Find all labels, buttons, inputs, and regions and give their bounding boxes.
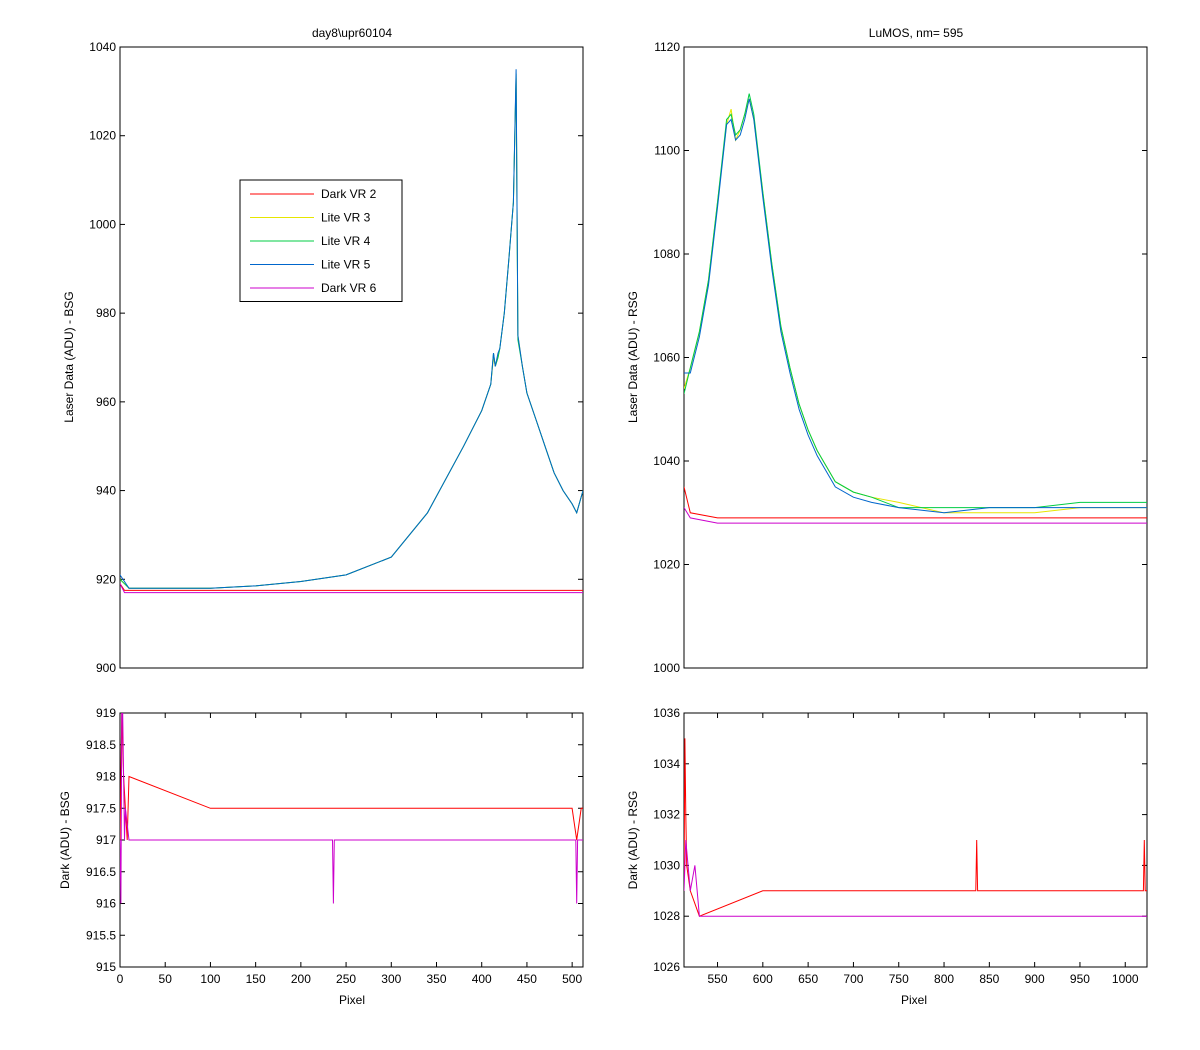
panel-bottom-left: 915 915.5 916 916.5 917 917.5 918 918.5 919 0 50 10…	[58, 706, 584, 1007]
tr-ytick-label: 1040	[653, 454, 680, 468]
br-xtick-label: 950	[1070, 972, 1090, 986]
bl-ytick-label: 916	[96, 897, 116, 911]
bl-ytick-label: 919	[96, 706, 116, 720]
tl-ytick-label: 920	[96, 572, 116, 586]
bl-ytick-label: 916.5	[86, 865, 116, 879]
br-xtick-label: 800	[934, 972, 954, 986]
tl-ytick-label: 940	[96, 484, 116, 498]
tl-title: day8\upr60104	[312, 26, 392, 40]
br-ytick-label: 1036	[653, 706, 680, 720]
legend: Dark VR 2 Lite VR 3 Lite VR 4 Lite VR 5 Dark…	[239, 179, 403, 302]
tl-ytick-label: 960	[96, 395, 116, 409]
br-xtick-label: 600	[753, 972, 773, 986]
panel-top-right: LuMOS, nm= 595 1000102010401060108011001…	[626, 26, 1148, 675]
br-ytick-label: 1026	[653, 960, 680, 974]
br-xtick-label: 850	[979, 972, 999, 986]
br-ytick-label: 1034	[653, 757, 680, 771]
br-ylabel: Dark (ADU) - RSG	[626, 791, 640, 890]
bl-xlabel: Pixel	[339, 993, 365, 1007]
tl-series-dark-vr-6	[120, 583, 583, 594]
tl-axes-box	[119, 46, 584, 669]
bl-series-dark-vr-6	[120, 713, 583, 904]
br-ytick-label: 1028	[653, 909, 680, 923]
bl-plot: 915 915.5 916 916.5 917 917.5 918 918.5 919 0 50 10…	[86, 706, 584, 986]
bl-xtick-label: 250	[336, 972, 356, 986]
bl-xtick-label: 500	[562, 972, 582, 986]
bl-ytick-label: 917.5	[86, 801, 116, 815]
legend-label-dark-vr-6: Dark VR 6	[321, 281, 377, 295]
tr-ylabel: Laser Data (ADU) - RSG	[626, 291, 640, 423]
tr-series-dark-vr-2	[684, 486, 1147, 519]
tl-series-dark-vr-2	[120, 583, 583, 591]
tl-ytick-label: 1020	[89, 129, 116, 143]
bl-ytick-label: 915	[96, 960, 116, 974]
br-ytick-label: 1030	[653, 858, 680, 872]
legend-label-lite-vr-3: Lite VR 3	[321, 211, 371, 225]
br-ytick-label: 1032	[653, 808, 680, 822]
br-xlabel: Pixel	[901, 993, 927, 1007]
tr-title: LuMOS, nm= 595	[869, 26, 964, 40]
br-series-dark-vr-6	[684, 839, 1147, 917]
bl-ylabel: Dark (ADU) - BSG	[58, 791, 72, 889]
tl-plot: 900 920 940 960 980 1000 1020 1040	[89, 40, 584, 675]
tl-ytick-label: 1040	[89, 40, 116, 54]
bl-xtick-label: 100	[200, 972, 220, 986]
br-xtick-label: 1000	[1112, 972, 1139, 986]
tr-series-lite-vr-4	[684, 93, 1147, 509]
bl-ytick-label: 918	[96, 770, 116, 784]
tr-ytick-label: 1060	[653, 351, 680, 365]
br-series-dark-vr-2	[684, 738, 1147, 917]
bl-xtick-label: 350	[426, 972, 446, 986]
bl-xtick-label: 200	[291, 972, 311, 986]
br-xtick-label: 650	[798, 972, 818, 986]
bl-xtick-label: 50	[159, 972, 173, 986]
legend-label-lite-vr-4: Lite VR 4	[321, 234, 371, 248]
tr-series-dark-vr-6	[684, 507, 1147, 524]
br-axes-box	[683, 712, 1148, 968]
bl-xtick-label: 0	[117, 972, 124, 986]
br-plot: 1026 1028 1030 1032 1034 1036 550 600 650 700 750 8…	[653, 706, 1148, 986]
panel-bottom-right: 1026 1028 1030 1032 1034 1036 550 600 650 700 750 8…	[626, 706, 1148, 1007]
br-xtick-label: 750	[889, 972, 909, 986]
bl-xtick-label: 450	[517, 972, 537, 986]
tl-ytick-label: 1000	[89, 217, 116, 231]
tr-ytick-label: 1120	[654, 40, 680, 54]
tr-ytick-label: 1100	[654, 144, 680, 158]
tr-ytick-label: 1020	[653, 558, 680, 572]
tr-plot: 1000 1020 1040 1060 1080 1100 1120	[653, 40, 1148, 675]
tr-ytick-label: 1000	[653, 661, 680, 675]
tr-series-lite-vr-5	[684, 98, 1147, 514]
tl-ytick-label: 900	[96, 661, 116, 675]
tr-ytick-label: 1080	[653, 247, 680, 261]
tl-ytick-label: 980	[96, 306, 116, 320]
tl-series-lite-vr-5	[120, 69, 583, 589]
br-xtick-label: 700	[843, 972, 863, 986]
bl-ytick-label: 915.5	[86, 928, 116, 942]
legend-label-dark-vr-2: Dark VR 2	[321, 187, 377, 201]
bl-ytick-label: 917	[96, 833, 116, 847]
bl-xtick-label: 400	[472, 972, 492, 986]
panel-top-left: day8\upr60104 900 920 940 960 980 1000 1020 104…	[62, 26, 584, 675]
bl-xtick-label: 150	[246, 972, 266, 986]
bl-xtick-label: 300	[381, 972, 401, 986]
br-xtick-label: 550	[708, 972, 728, 986]
bl-ytick-label: 918.5	[86, 738, 116, 752]
br-xtick-label: 900	[1025, 972, 1045, 986]
tl-ylabel: Laser Data (ADU) - BSG	[62, 291, 76, 422]
tr-axes-box	[683, 46, 1148, 669]
legend-label-lite-vr-5: Lite VR 5	[321, 258, 371, 272]
